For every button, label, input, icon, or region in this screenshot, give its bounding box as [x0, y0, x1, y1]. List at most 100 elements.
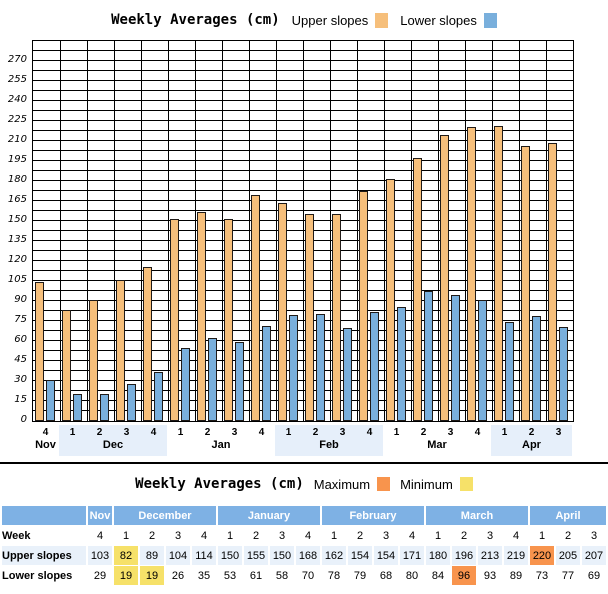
upper-slopes-bar [143, 267, 152, 421]
chart-header: Weekly Averages (cm) Upper slopes Lower … [0, 12, 608, 28]
value-cell: 196 [452, 546, 476, 565]
value-cell: 207 [582, 546, 606, 565]
lower-slopes-bar [262, 326, 271, 421]
value-cell: 150 [270, 546, 294, 565]
value-cell: 103 [88, 546, 112, 565]
week-number-label: 2 [420, 427, 427, 438]
v-gridline [519, 41, 520, 421]
week-number-label: 4 [42, 427, 49, 438]
value-cell: 2 [252, 529, 260, 542]
month-label: Apr [522, 439, 541, 451]
legend-item-minimum: Minimum [400, 477, 473, 492]
week-numbers: 1 2 3 4 [275, 427, 383, 438]
value-cell: 154 [374, 546, 398, 565]
value-cell: 3 [590, 529, 598, 542]
table-month-header-row: Nov December January February March April [2, 506, 606, 525]
legend-item-lower-slopes: Lower slopes [400, 12, 497, 28]
y-tick-label: 90 [14, 294, 27, 305]
y-tick-label: 0 [20, 414, 27, 425]
lower-slopes-bar [370, 312, 379, 421]
upper-slopes-bar [494, 126, 503, 421]
row-label: Week [2, 529, 31, 542]
y-tick-label: 105 [7, 274, 27, 285]
week-numbers: 1 2 3 4 [59, 427, 167, 438]
table-row-week: Week 4 1 2 3 4 1 2 3 4 1 2 3 4 1 2 3 4 1 2 3 [2, 526, 606, 545]
value-cell: 73 [535, 569, 549, 582]
lower-slopes-bar [46, 380, 55, 421]
lower-slopes-bar [154, 372, 163, 421]
value-cell: 29 [93, 569, 107, 582]
value-cell: 171 [400, 546, 424, 565]
value-cell: 79 [353, 569, 367, 582]
value-cell: 2 [564, 529, 572, 542]
value-cell: 80 [405, 569, 419, 582]
v-gridline [357, 41, 358, 421]
month-group-apr: 1 2 3 Apr [491, 425, 572, 456]
value-cell: 213 [478, 546, 502, 565]
value-cell: 168 [296, 546, 320, 565]
month-label: Mar [427, 439, 447, 451]
month-group-nov: 4 Nov [32, 425, 59, 456]
table-corner-cell [2, 506, 86, 525]
upper-slopes-bar [521, 146, 530, 421]
week-number-label: 4 [366, 427, 373, 438]
week-number-label: 4 [150, 427, 157, 438]
month-group-dec: 1 2 3 4 Dec [59, 425, 167, 456]
value-cell: 77 [561, 569, 575, 582]
value-cell: 4 [96, 529, 104, 542]
v-gridline [141, 41, 142, 421]
v-gridline [168, 41, 169, 421]
row-label: Lower slopes [2, 569, 73, 582]
lower-slopes-bar [316, 314, 325, 421]
y-tick-label: 135 [7, 234, 27, 245]
value-cell: 3 [278, 529, 286, 542]
value-cell-min-highlight: 19 [114, 566, 138, 585]
week-number-label: 1 [393, 427, 400, 438]
table-title: Weekly Averages (cm) [135, 476, 304, 492]
upper-slopes-bar [251, 195, 260, 421]
upper-slopes-bar [62, 310, 71, 421]
value-cell: 84 [431, 569, 445, 582]
y-tick-label: 180 [7, 174, 27, 185]
week-number-label: 2 [312, 427, 319, 438]
legend-min-label: Minimum [400, 476, 453, 492]
v-gridline [303, 41, 304, 421]
week-number-label: 3 [447, 427, 454, 438]
legend-item-maximum: Maximum [314, 477, 391, 492]
y-tick-label: 120 [7, 254, 27, 265]
y-tick-label: 30 [14, 374, 27, 385]
value-cell: 1 [538, 529, 546, 542]
upper-slopes-bar [35, 282, 44, 421]
value-cell-min-highlight: 19 [140, 566, 164, 585]
value-cell: 70 [301, 569, 315, 582]
value-cell: 2 [148, 529, 156, 542]
month-header-april: April [530, 506, 606, 525]
lower-slopes-bar [100, 394, 109, 421]
legend-upper-label: Upper slopes [291, 12, 369, 28]
upper-slopes-bar [413, 158, 422, 421]
week-number-label: 1 [69, 427, 76, 438]
v-gridline [438, 41, 439, 421]
lower-slopes-swatch-icon [483, 12, 497, 28]
x-axis-month-strip: 4 Nov 1 2 3 4 Dec 1 2 3 4 Jan 1 2 3 4 Feb 1 2 3 4 Mar 1 2 3 Apr [32, 425, 572, 456]
v-gridline [411, 41, 412, 421]
lower-slopes-bar [532, 316, 541, 421]
week-number-label: 2 [96, 427, 103, 438]
value-cell: 150 [218, 546, 242, 565]
v-gridline [195, 41, 196, 421]
value-cell: 180 [426, 546, 450, 565]
value-cell: 78 [327, 569, 341, 582]
upper-slopes-bar [548, 143, 557, 421]
value-cell: 89 [140, 546, 164, 565]
value-cell-min-highlight: 82 [114, 546, 138, 565]
y-tick-label: 75 [14, 314, 27, 325]
y-tick-label: 165 [7, 194, 27, 205]
value-cell: 3 [174, 529, 182, 542]
value-cell: 53 [223, 569, 237, 582]
y-tick-label: 210 [7, 134, 27, 145]
month-group-feb: 1 2 3 4 Feb [275, 425, 383, 456]
week-number-label: 1 [285, 427, 292, 438]
y-tick-label: 45 [14, 354, 27, 365]
upper-slopes-bar [116, 280, 125, 421]
